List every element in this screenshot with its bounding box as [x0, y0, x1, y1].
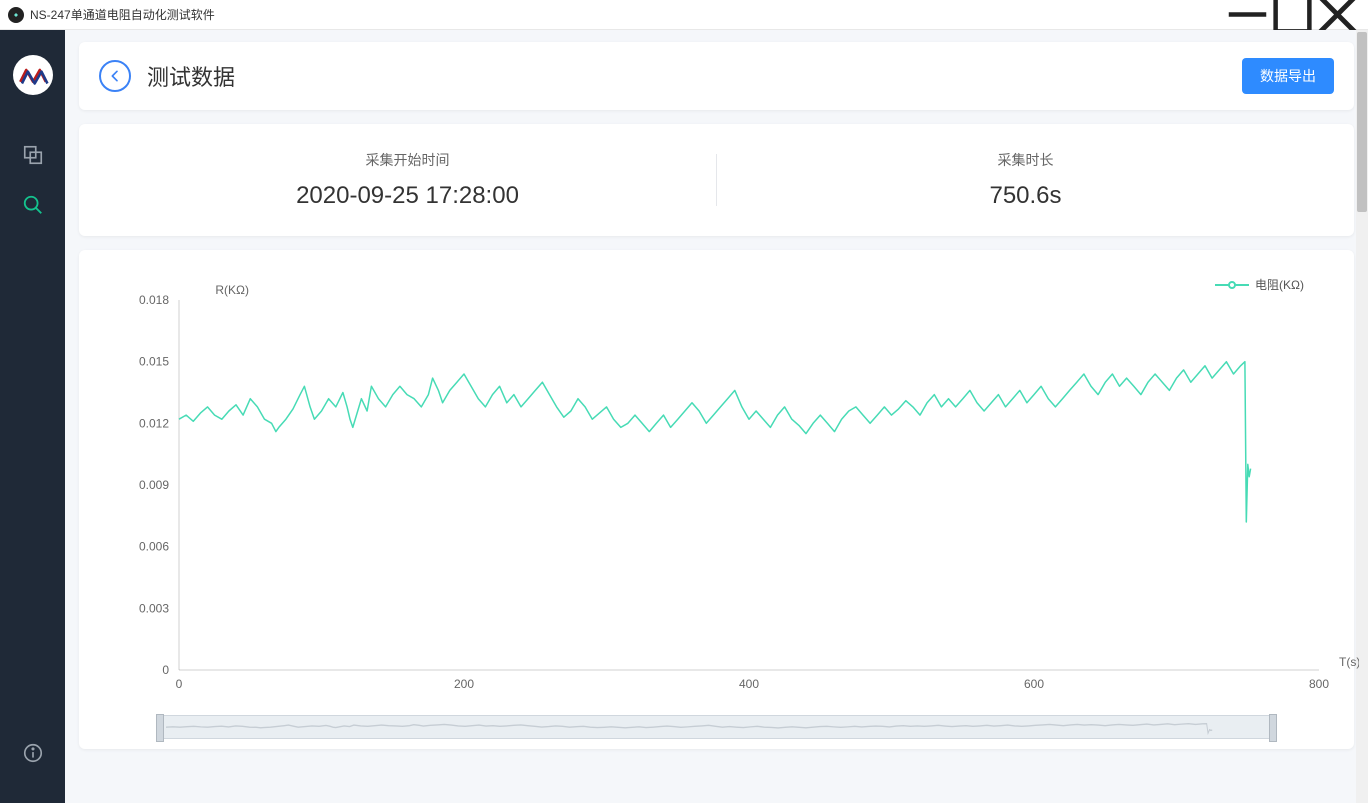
stat-duration-value: 750.6s	[717, 182, 1334, 210]
page-title: 测试数据	[147, 60, 235, 92]
svg-text:0.015: 0.015	[139, 355, 169, 369]
svg-text:0: 0	[176, 677, 183, 691]
legend-swatch-icon	[1215, 281, 1249, 289]
back-button[interactable]	[99, 60, 131, 92]
stat-duration: 采集时长 750.6s	[717, 150, 1334, 210]
chart-brush[interactable]	[159, 715, 1274, 739]
brush-handle-left[interactable]	[156, 714, 164, 742]
window-title: NS-247单通道电阻自动化测试软件	[30, 6, 215, 23]
svg-text:400: 400	[739, 677, 759, 691]
sidebar-item-layers[interactable]	[13, 135, 53, 175]
stat-start-time-value: 2020-09-25 17:28:00	[99, 182, 716, 210]
brush-mini-chart	[166, 720, 1279, 742]
sidebar-item-search[interactable]	[13, 185, 53, 225]
stat-start-time-label: 采集开始时间	[99, 150, 716, 170]
resistance-chart[interactable]: 0 0.003 0.006 0.009 0.012 0.015 0.018 0 200 400 60…	[99, 270, 1359, 700]
app-logo	[13, 55, 53, 95]
svg-text:0.009: 0.009	[139, 478, 169, 492]
export-button[interactable]: 数据导出	[1242, 58, 1334, 94]
svg-text:0: 0	[162, 663, 169, 677]
window-maximize-button[interactable]	[1270, 0, 1315, 30]
app-icon	[8, 7, 24, 23]
svg-text:R(KΩ): R(KΩ)	[215, 283, 249, 297]
sidebar	[0, 30, 65, 803]
svg-text:200: 200	[454, 677, 474, 691]
stat-start-time: 采集开始时间 2020-09-25 17:28:00	[99, 150, 716, 210]
svg-text:0.018: 0.018	[139, 293, 169, 307]
chart-card: 电阻(KΩ) 0 0.003 0.006 0.009 0.012 0.015 0.018 0 2…	[79, 250, 1354, 749]
app-body: 测试数据 数据导出 采集开始时间 2020-09-25 17:28:00 采集时…	[0, 30, 1368, 803]
svg-text:600: 600	[1024, 677, 1044, 691]
scrollbar-thumb[interactable]	[1357, 32, 1367, 212]
chart-legend: 电阻(KΩ)	[1215, 276, 1304, 293]
window-titlebar: NS-247单通道电阻自动化测试软件	[0, 0, 1368, 30]
stat-duration-label: 采集时长	[717, 150, 1334, 170]
svg-text:0.003: 0.003	[139, 601, 169, 615]
sidebar-item-info[interactable]	[13, 733, 53, 773]
svg-text:0.012: 0.012	[139, 416, 169, 430]
svg-text:T(s): T(s)	[1339, 655, 1359, 669]
legend-label: 电阻(KΩ)	[1255, 276, 1304, 293]
window-minimize-button[interactable]	[1225, 0, 1270, 30]
brush-handle-right[interactable]	[1269, 714, 1277, 742]
header-card: 测试数据 数据导出	[79, 42, 1354, 110]
chart-wrap: 电阻(KΩ) 0 0.003 0.006 0.009 0.012 0.015 0.018 0 2…	[99, 270, 1334, 705]
window-close-button[interactable]	[1315, 0, 1360, 30]
svg-text:800: 800	[1309, 677, 1329, 691]
main-content: 测试数据 数据导出 采集开始时间 2020-09-25 17:28:00 采集时…	[65, 30, 1368, 803]
stats-card: 采集开始时间 2020-09-25 17:28:00 采集时长 750.6s	[79, 124, 1354, 236]
svg-text:0.006: 0.006	[139, 540, 169, 554]
